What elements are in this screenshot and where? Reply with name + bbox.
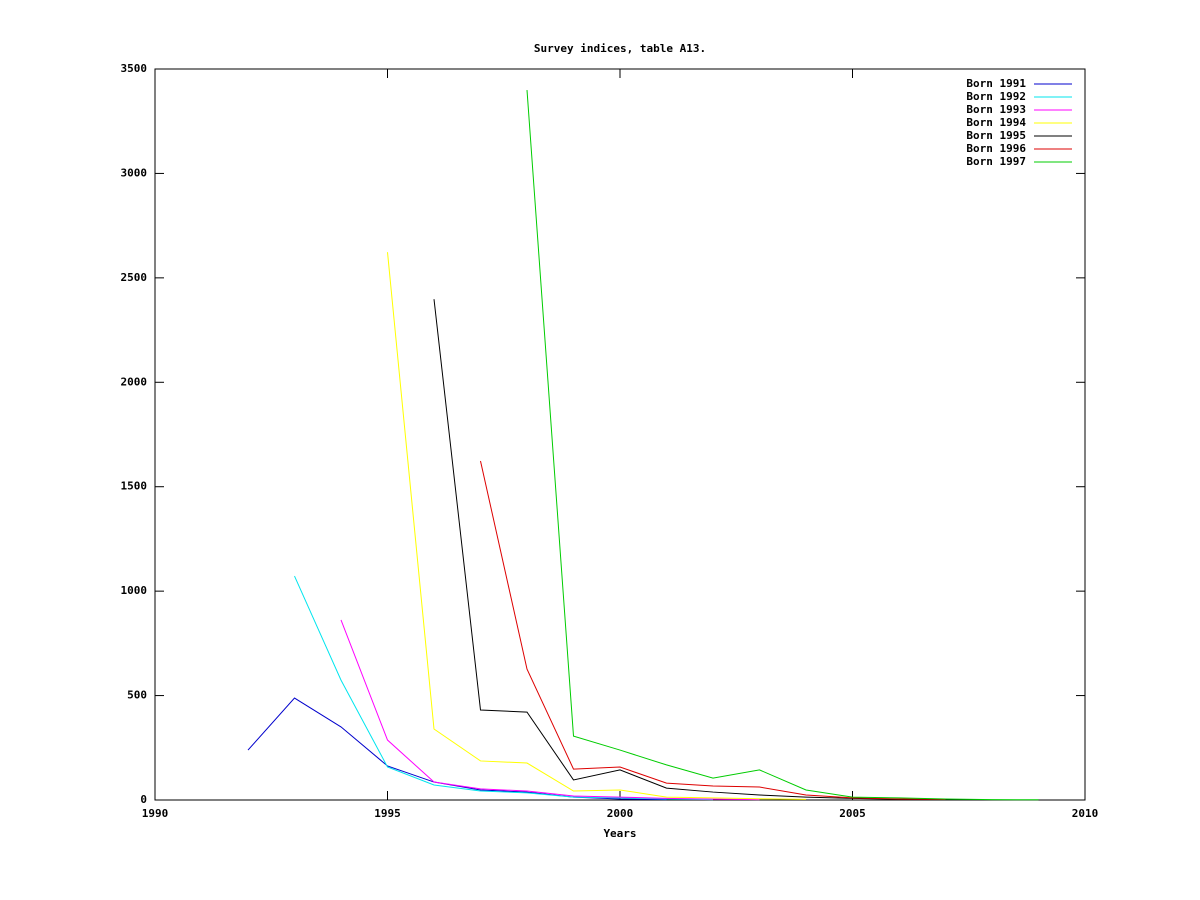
x-tick-label: 2000 bbox=[607, 807, 634, 820]
y-tick-label: 1500 bbox=[121, 480, 148, 493]
series-line bbox=[247, 697, 667, 801]
x-tick-label: 2005 bbox=[839, 807, 866, 820]
legend-label: Born 1993 bbox=[966, 103, 1026, 116]
series-line bbox=[526, 90, 1039, 801]
legend-label: Born 1992 bbox=[966, 90, 1026, 103]
series-line bbox=[480, 460, 946, 800]
legend-label: Born 1997 bbox=[966, 155, 1026, 168]
y-tick-label: 0 bbox=[140, 793, 147, 806]
series-line bbox=[433, 299, 900, 800]
y-tick-label: 3500 bbox=[121, 62, 148, 75]
chart-title: Survey indices, table A13. bbox=[534, 42, 706, 55]
legend-label: Born 1991 bbox=[966, 77, 1026, 90]
y-tick-label: 3000 bbox=[121, 166, 148, 179]
x-tick-label: 1995 bbox=[374, 807, 401, 820]
series-line bbox=[387, 252, 807, 800]
y-tick-label: 500 bbox=[127, 689, 147, 702]
x-axis-label: Years bbox=[603, 827, 636, 840]
series-line bbox=[340, 619, 760, 801]
y-tick-label: 1000 bbox=[121, 584, 148, 597]
x-tick-label: 1990 bbox=[142, 807, 169, 820]
y-tick-label: 2500 bbox=[121, 271, 148, 284]
y-tick-label: 2000 bbox=[121, 375, 148, 388]
series-line bbox=[294, 575, 714, 801]
legend-label: Born 1996 bbox=[966, 142, 1026, 155]
x-tick-label: 2010 bbox=[1072, 807, 1099, 820]
legend-label: Born 1994 bbox=[966, 116, 1026, 129]
legend-label: Born 1995 bbox=[966, 129, 1026, 142]
